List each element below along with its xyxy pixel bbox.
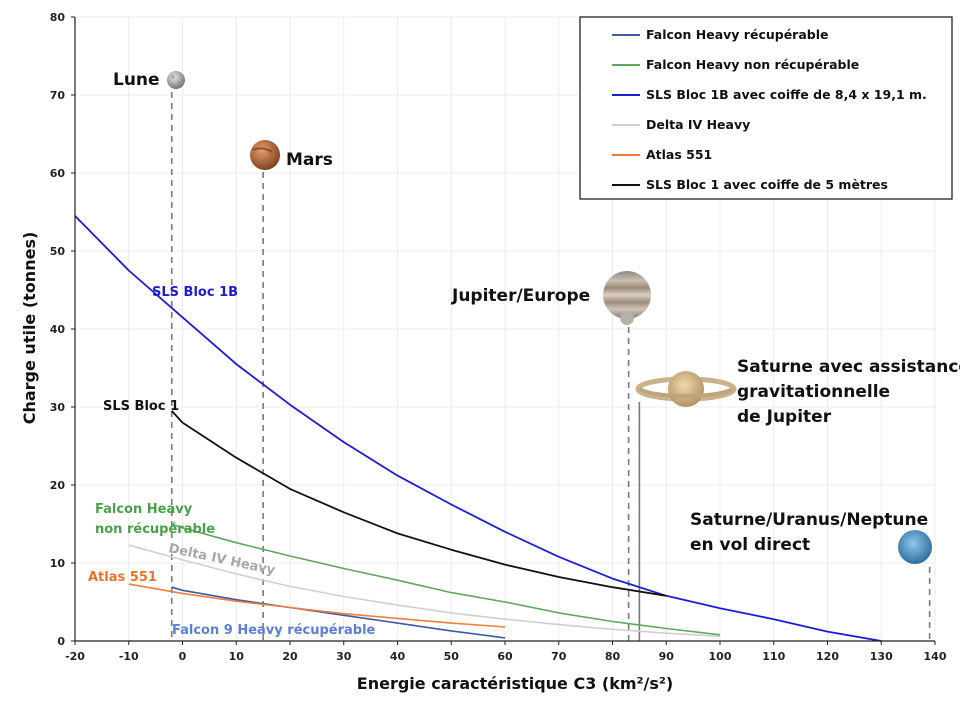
- y-tick-label: 80: [50, 11, 66, 24]
- y-tick-label: 20: [50, 479, 66, 492]
- neptune-icon: [898, 530, 932, 564]
- y-axis-label: Charge utile (tonnes): [20, 232, 39, 425]
- annotation-sls-bloc-1: SLS Bloc 1: [103, 399, 179, 414]
- x-tick-label: 120: [816, 650, 839, 663]
- y-tick-label: 70: [50, 89, 66, 102]
- x-tick-label: 130: [870, 650, 893, 663]
- series-line-2: [74, 215, 882, 642]
- annotation-falcon-9-heavy: Falcon 9 Heavy récupérable: [172, 623, 376, 638]
- annotation-atlas-551: Atlas 551: [88, 570, 157, 585]
- legend-label-2: SLS Bloc 1B avec coiffe de 8,4 x 19,1 m.: [646, 87, 927, 102]
- series: [74, 215, 882, 642]
- x-tick-label: 50: [444, 650, 460, 663]
- target-label-outer-line1: Saturne/Uranus/Neptune: [690, 510, 928, 530]
- moon-icon: [167, 71, 185, 89]
- legend: Falcon Heavy récupérable Falcon Heavy non…: [579, 16, 953, 200]
- series-line-4: [128, 583, 506, 628]
- series-line-5: [171, 410, 667, 597]
- jupiter-icon: [603, 271, 651, 325]
- x-tick-label: -10: [119, 650, 139, 663]
- x-tick-label: 30: [336, 650, 352, 663]
- x-tick-label: 70: [551, 650, 567, 663]
- annotation-falcon-heavy-line2: non récupérable: [95, 522, 215, 537]
- x-tick-label: -20: [65, 650, 85, 663]
- target-labels: Lune Mars Jupiter/Europe Saturne avec as…: [113, 70, 960, 555]
- annotation-falcon-heavy-line1: Falcon Heavy: [95, 502, 193, 517]
- series-line-3: [128, 544, 721, 638]
- target-label-jupiter: Jupiter/Europe: [451, 286, 590, 306]
- x-tick-label: 40: [390, 650, 406, 663]
- y-tick-label: 40: [50, 323, 66, 336]
- series-line-1: [171, 523, 721, 636]
- x-tick-label: 80: [605, 650, 621, 663]
- target-label-saturne-line1: Saturne avec assistance: [737, 357, 960, 377]
- saturn-icon: [635, 371, 737, 407]
- y-tick-label: 50: [50, 245, 66, 258]
- mars-icon: [250, 140, 280, 170]
- x-tick-label: 10: [229, 650, 245, 663]
- legend-label-0: Falcon Heavy récupérable: [646, 27, 828, 42]
- celestial-bodies: [167, 71, 932, 564]
- x-tick-label: 100: [709, 650, 732, 663]
- target-label-lune: Lune: [113, 70, 160, 90]
- annotation-sls-bloc-1b: SLS Bloc 1B: [152, 285, 238, 300]
- target-label-saturne-line2: gravitationnelle: [737, 382, 890, 402]
- x-tick-label: 20: [282, 650, 298, 663]
- legend-label-5: SLS Bloc 1 avec coiffe de 5 mètres: [646, 177, 888, 192]
- target-label-outer-line2: en vol direct: [690, 535, 810, 555]
- x-tick-label: 0: [179, 650, 187, 663]
- target-lines: [170, 92, 931, 641]
- y-tick-label: 30: [50, 401, 66, 414]
- x-tick-label: 90: [659, 650, 675, 663]
- y-tick-label: 60: [50, 167, 66, 180]
- x-axis-label: Energie caractéristique C3 (km²/s²): [357, 674, 673, 693]
- legend-label-3: Delta IV Heavy: [646, 117, 750, 132]
- legend-label-4: Atlas 551: [646, 147, 712, 162]
- x-tick-label: 60: [497, 650, 513, 663]
- legend-box: [579, 16, 953, 200]
- y-tick-label: 10: [50, 557, 66, 570]
- target-label-saturne-line3: de Jupiter: [737, 407, 832, 427]
- target-label-mars: Mars: [286, 150, 333, 170]
- axes: -20 -10 0 10 20 30 40 50 60 70 80 90 100 110 120 130 140…: [50, 11, 947, 663]
- y-tick-label: 0: [57, 635, 65, 648]
- x-tick-label: 110: [762, 650, 785, 663]
- legend-label-1: Falcon Heavy non récupérable: [646, 57, 859, 72]
- x-tick-label: 140: [924, 650, 947, 663]
